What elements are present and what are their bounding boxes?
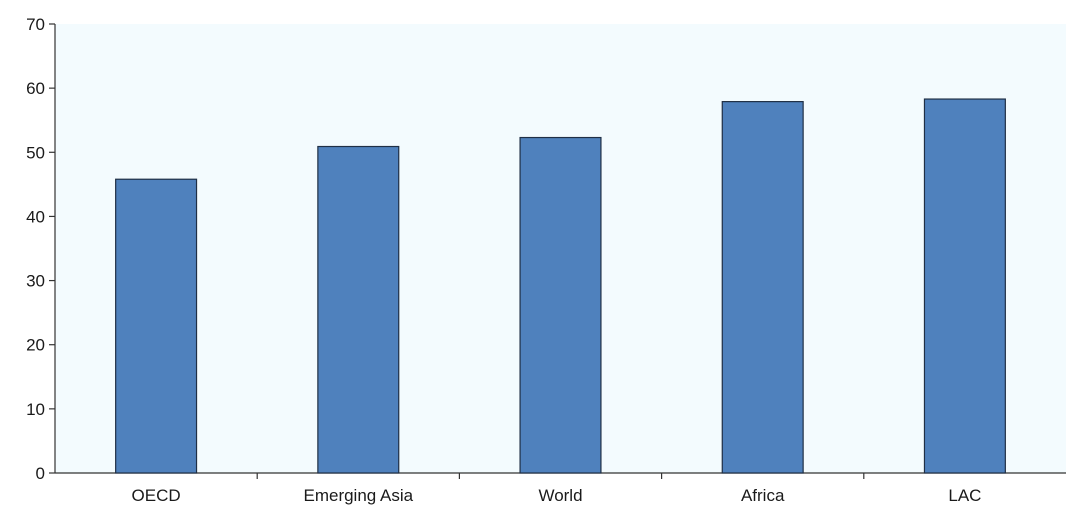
bar-emerging-asia bbox=[317, 145, 400, 474]
y-tick-label: 40 bbox=[26, 207, 45, 226]
y-tick-label: 0 bbox=[36, 464, 45, 483]
y-tick-label: 10 bbox=[26, 400, 45, 419]
x-category-label: World bbox=[538, 486, 582, 505]
x-category-label: OECD bbox=[132, 486, 181, 505]
bar-world bbox=[519, 136, 602, 474]
x-category-label: Africa bbox=[741, 486, 785, 505]
bar-lac bbox=[923, 98, 1006, 474]
y-tick-label: 50 bbox=[26, 143, 45, 162]
y-tick-label: 20 bbox=[26, 336, 45, 355]
y-axis: 0 10 20 30 40 50 60 70 bbox=[26, 15, 56, 483]
y-tick-label: 30 bbox=[26, 272, 45, 291]
y-tick-label: 60 bbox=[26, 79, 45, 98]
x-category-label: LAC bbox=[948, 486, 981, 505]
x-axis: OECD Emerging Asia World Africa LAC bbox=[55, 472, 1066, 505]
bar-africa bbox=[721, 101, 804, 474]
x-category-label: Emerging Asia bbox=[303, 486, 413, 505]
bars-group bbox=[115, 98, 1006, 474]
bar-oecd bbox=[115, 178, 198, 474]
y-tick-label: 70 bbox=[26, 15, 45, 34]
